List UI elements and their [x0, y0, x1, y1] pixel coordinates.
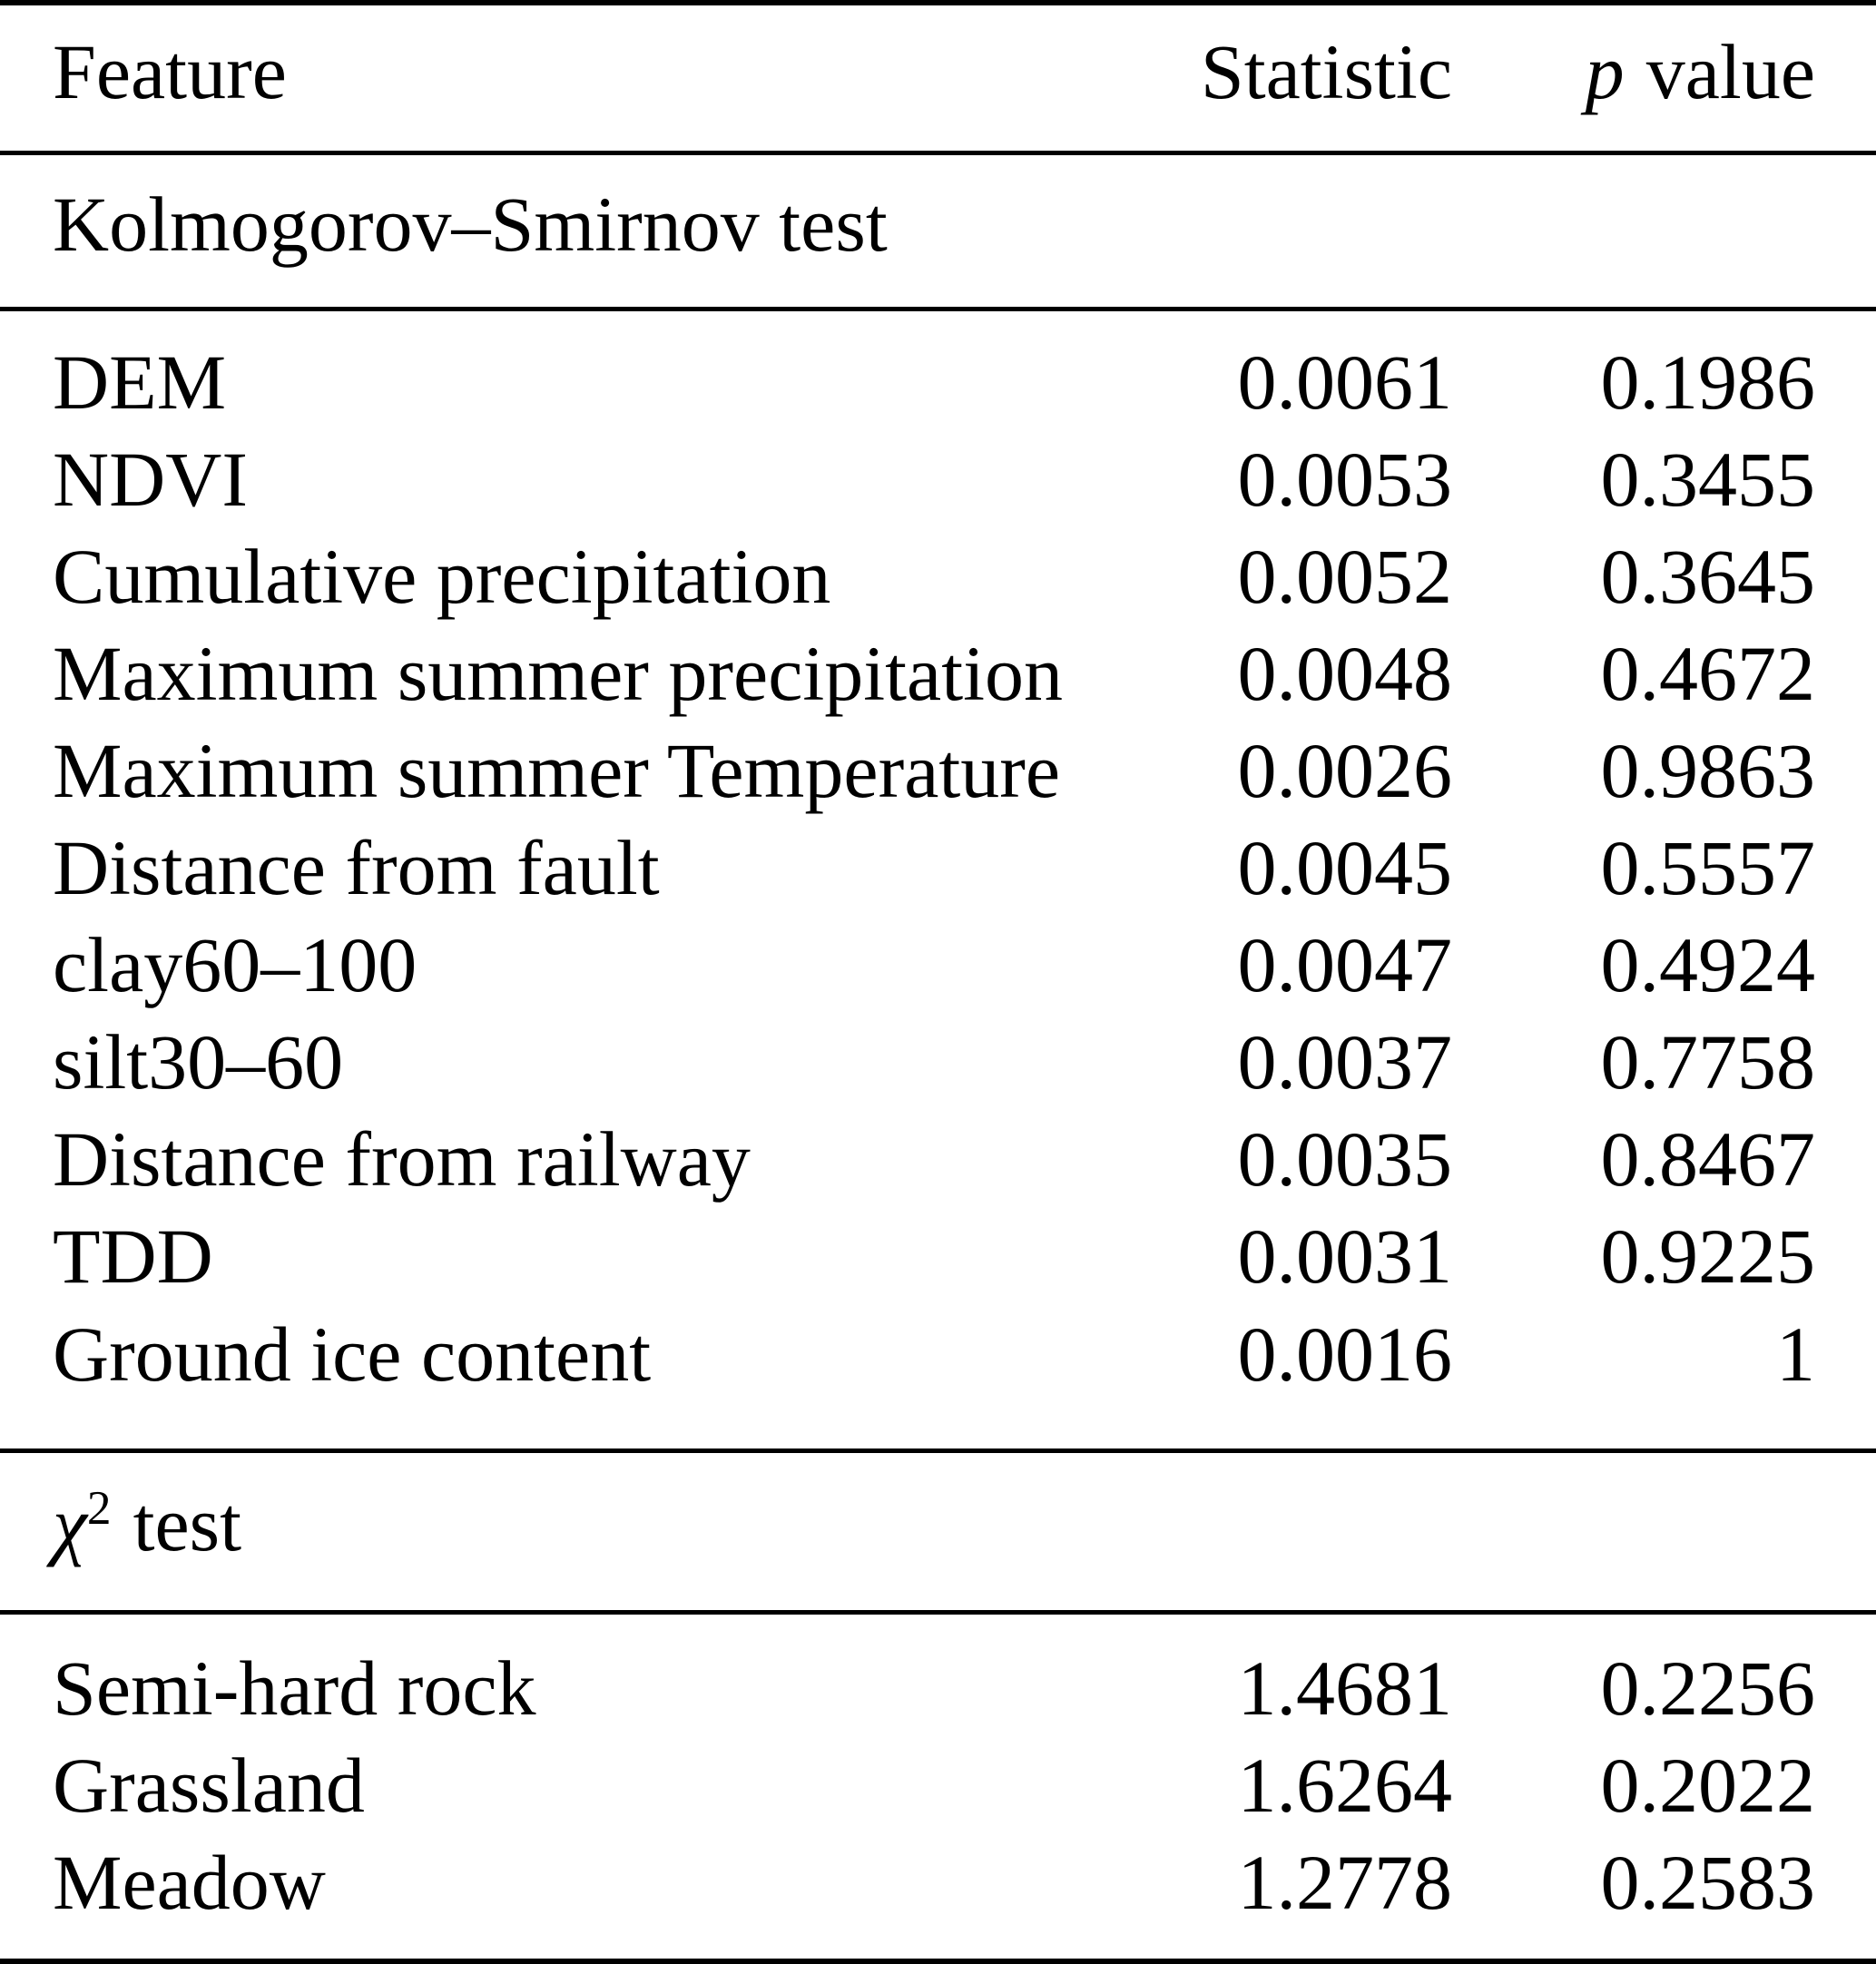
table-row: NDVI 0.0053 0.3455 [0, 440, 1876, 518]
section-title-chi-squared: χ2 test [0, 1483, 1876, 1563]
row-p-value: 0.9863 [1600, 727, 1816, 814]
row-feature: Grassland [53, 1742, 365, 1829]
row-p-value: 0.5557 [1600, 824, 1816, 911]
row-feature: clay60–100 [53, 921, 417, 1008]
column-header-statistic: Statistic [1200, 28, 1452, 115]
table-bottom-rule [0, 1959, 1876, 1964]
chi-test-word: test [133, 1480, 242, 1567]
section-separator-rule [0, 307, 1876, 311]
row-feature: TDD [53, 1213, 213, 1300]
row-statistic: 0.0053 [1237, 436, 1453, 523]
row-feature: DEM [53, 339, 227, 426]
row-p-value: 0.4924 [1600, 921, 1816, 1008]
row-feature: silt30–60 [53, 1018, 344, 1105]
row-feature: Meadow [53, 1839, 326, 1926]
row-feature: Distance from railway [53, 1115, 751, 1203]
row-p-value: 0.2022 [1600, 1742, 1816, 1829]
row-statistic: 0.0061 [1237, 339, 1453, 426]
column-header-feature: Feature [53, 28, 287, 115]
row-p-value: 0.2583 [1600, 1839, 1816, 1926]
table-row: DEM 0.0061 0.1986 [0, 343, 1876, 421]
table-row: Cumulative precipitation 0.0052 0.3645 [0, 537, 1876, 615]
table-row: Grassland 1.6264 0.2022 [0, 1746, 1876, 1824]
chi-symbol: χ [53, 1480, 87, 1567]
table-row: silt30–60 0.0037 0.7758 [0, 1023, 1876, 1101]
table-row: Semi-hard rock 1.4681 0.2256 [0, 1649, 1876, 1727]
table-row: clay60–100 0.0047 0.4924 [0, 926, 1876, 1004]
row-statistic: 0.0035 [1237, 1115, 1453, 1203]
row-p-value: 0.2256 [1600, 1645, 1816, 1732]
section-title-kolmogorov-smirnov: Kolmogorov–Smirnov test [53, 181, 888, 268]
table-top-rule [0, 0, 1876, 5]
row-feature: Maximum summer Temperature [53, 727, 1061, 814]
row-statistic: 0.0016 [1237, 1311, 1453, 1398]
table-row: TDD 0.0031 0.9225 [0, 1217, 1876, 1295]
column-header-p-value: p value [1452, 33, 1876, 111]
row-statistic: 0.0031 [1237, 1213, 1453, 1300]
table-row: Maximum summer precipitation 0.0048 0.46… [0, 634, 1876, 712]
row-feature: NDVI [53, 436, 248, 523]
row-p-value: 0.3455 [1600, 436, 1816, 523]
section-title-row: Kolmogorov–Smirnov test [0, 185, 1876, 263]
header-separator-rule [0, 151, 1876, 155]
row-p-value: 0.1986 [1600, 339, 1816, 426]
section-separator-rule [0, 1610, 1876, 1615]
row-statistic: 0.0045 [1237, 824, 1453, 911]
table-row: Meadow 1.2778 0.2583 [0, 1843, 1876, 1921]
section-separator-rule [0, 1448, 1876, 1453]
row-statistic: 0.0047 [1237, 921, 1453, 1008]
section-title-row: χ2 test [0, 1483, 1876, 1563]
row-p-value: 1 [1776, 1311, 1815, 1398]
row-p-value: 0.3645 [1600, 533, 1816, 620]
row-statistic: 1.4681 [1237, 1645, 1453, 1732]
row-statistic: 1.2778 [1237, 1839, 1453, 1926]
table-row: Ground ice content 0.0016 1 [0, 1315, 1876, 1393]
row-feature: Maximum summer precipitation [53, 630, 1064, 717]
row-p-value: 0.9225 [1600, 1213, 1816, 1300]
p-value-word: value [1645, 28, 1815, 115]
row-feature: Cumulative precipitation [53, 533, 831, 620]
table-header-row: Feature Statistic p value [0, 33, 1876, 111]
p-symbol: p [1585, 28, 1625, 115]
row-feature: Semi-hard rock [53, 1645, 536, 1732]
row-feature: Distance from fault [53, 824, 660, 911]
table-row: Maximum summer Temperature 0.0026 0.9863 [0, 732, 1876, 810]
row-p-value: 0.7758 [1600, 1018, 1816, 1105]
row-feature: Ground ice content [53, 1311, 652, 1398]
row-p-value: 0.8467 [1600, 1115, 1816, 1203]
table-row: Distance from railway 0.0035 0.8467 [0, 1120, 1876, 1198]
row-p-value: 0.4672 [1600, 630, 1816, 717]
row-statistic: 1.6264 [1237, 1742, 1453, 1829]
table-row: Distance from fault 0.0045 0.5557 [0, 829, 1876, 907]
row-statistic: 0.0048 [1237, 630, 1453, 717]
chi-superscript: 2 [86, 1479, 112, 1535]
row-statistic: 0.0052 [1237, 533, 1453, 620]
row-statistic: 0.0026 [1237, 727, 1453, 814]
row-statistic: 0.0037 [1237, 1018, 1453, 1105]
